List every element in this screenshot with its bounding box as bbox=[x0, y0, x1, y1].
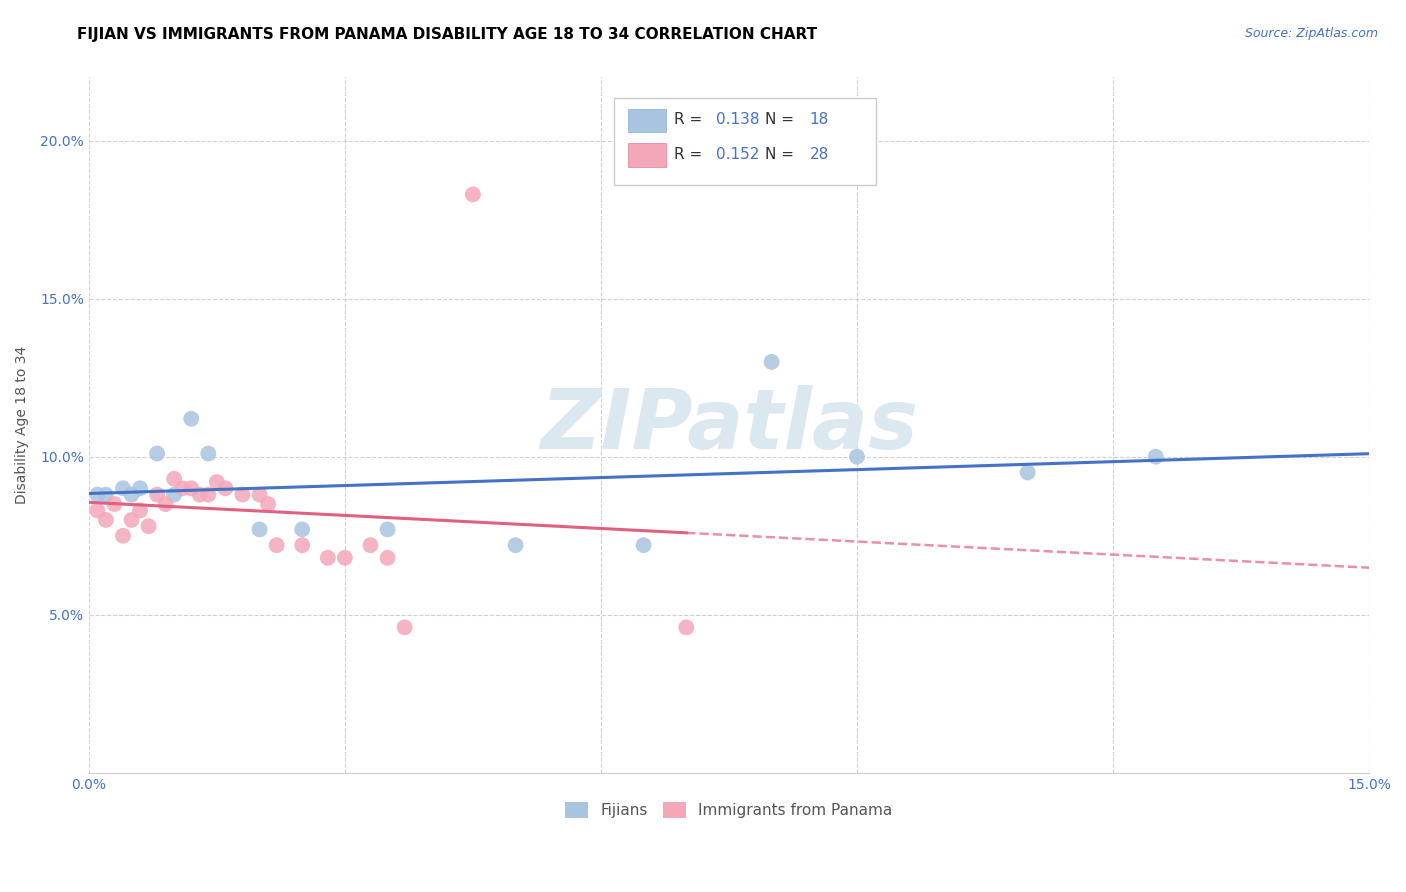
FancyBboxPatch shape bbox=[628, 144, 666, 167]
Point bbox=[111, 481, 134, 495]
Point bbox=[172, 481, 194, 495]
Point bbox=[675, 620, 697, 634]
Text: 18: 18 bbox=[810, 112, 830, 128]
Point bbox=[155, 497, 177, 511]
Point bbox=[316, 550, 339, 565]
Point bbox=[138, 519, 160, 533]
Text: N =: N = bbox=[765, 112, 799, 128]
Text: 28: 28 bbox=[810, 147, 830, 162]
Point bbox=[121, 488, 143, 502]
Point bbox=[86, 503, 108, 517]
Point bbox=[266, 538, 288, 552]
Point bbox=[205, 475, 228, 489]
Point bbox=[163, 472, 186, 486]
Point bbox=[214, 481, 236, 495]
Text: 0.138: 0.138 bbox=[716, 112, 759, 128]
Point bbox=[249, 488, 271, 502]
Point bbox=[231, 488, 253, 502]
Point bbox=[86, 488, 108, 502]
Point bbox=[111, 529, 134, 543]
Point bbox=[761, 355, 783, 369]
Point bbox=[146, 446, 169, 460]
Point bbox=[146, 488, 169, 502]
Point bbox=[291, 522, 314, 536]
Point bbox=[394, 620, 416, 634]
Point bbox=[461, 187, 484, 202]
Text: FIJIAN VS IMMIGRANTS FROM PANAMA DISABILITY AGE 18 TO 34 CORRELATION CHART: FIJIAN VS IMMIGRANTS FROM PANAMA DISABIL… bbox=[77, 27, 817, 42]
Y-axis label: Disability Age 18 to 34: Disability Age 18 to 34 bbox=[15, 346, 30, 504]
Point bbox=[846, 450, 869, 464]
Text: N =: N = bbox=[765, 147, 799, 162]
Point bbox=[377, 550, 399, 565]
Point bbox=[121, 513, 143, 527]
Point bbox=[377, 522, 399, 536]
Legend: Fijians, Immigrants from Panama: Fijians, Immigrants from Panama bbox=[560, 796, 898, 824]
Point bbox=[1017, 466, 1039, 480]
Point bbox=[94, 513, 117, 527]
Point bbox=[257, 497, 280, 511]
Point bbox=[197, 446, 219, 460]
Point bbox=[333, 550, 356, 565]
Point bbox=[180, 481, 202, 495]
Text: Source: ZipAtlas.com: Source: ZipAtlas.com bbox=[1244, 27, 1378, 40]
Text: R =: R = bbox=[673, 112, 707, 128]
Point bbox=[188, 488, 211, 502]
Point bbox=[360, 538, 382, 552]
Point bbox=[163, 488, 186, 502]
Point bbox=[129, 503, 152, 517]
FancyBboxPatch shape bbox=[628, 109, 666, 132]
Point bbox=[1144, 450, 1167, 464]
Text: 0.152: 0.152 bbox=[716, 147, 759, 162]
Text: ZIPatlas: ZIPatlas bbox=[540, 384, 918, 466]
Point bbox=[94, 488, 117, 502]
Point bbox=[249, 522, 271, 536]
Point bbox=[103, 497, 125, 511]
FancyBboxPatch shape bbox=[614, 98, 876, 186]
Point bbox=[505, 538, 527, 552]
Point bbox=[291, 538, 314, 552]
Point bbox=[180, 411, 202, 425]
Point bbox=[129, 481, 152, 495]
Point bbox=[633, 538, 655, 552]
Point bbox=[197, 488, 219, 502]
Text: R =: R = bbox=[673, 147, 707, 162]
